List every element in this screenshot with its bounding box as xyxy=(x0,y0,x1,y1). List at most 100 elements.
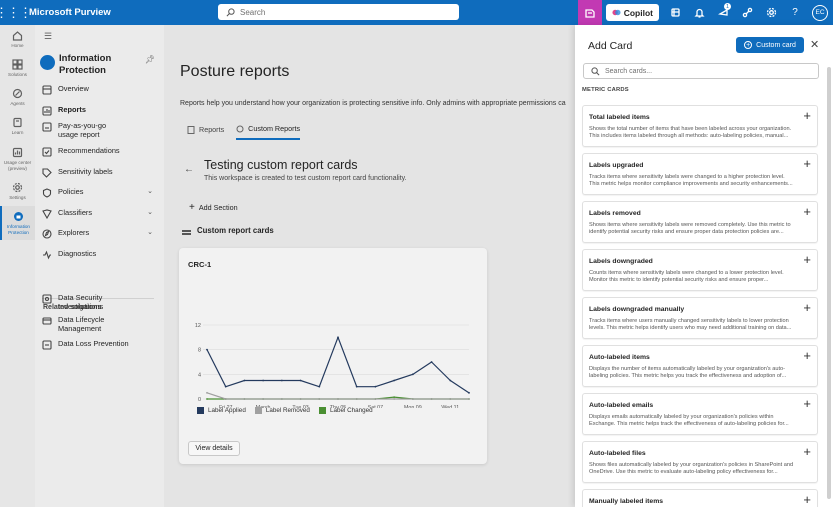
add-card-plus-icon[interactable]: + xyxy=(803,444,811,459)
metric-card[interactable]: Labels removed Shows items where sensitiv… xyxy=(582,201,818,243)
nav-diagnostics[interactable]: Diagnostics xyxy=(42,249,157,260)
close-icon[interactable]: ✕ xyxy=(810,39,820,51)
rail-usage-center[interactable]: Usage center (preview) xyxy=(0,141,35,177)
nav-label: Explorers xyxy=(58,228,90,237)
pin-icon[interactable]: 📌︎ xyxy=(144,55,155,64)
legend-label-removed[interactable]: Label Removed xyxy=(254,407,310,414)
nav-classifiers[interactable]: Classifiers ⌄ xyxy=(42,208,157,219)
x-tick-label: Thu 05 xyxy=(330,405,347,408)
metric-card-description: Displays the number of items automatical… xyxy=(589,366,787,380)
add-card-plus-icon[interactable]: + xyxy=(803,156,811,171)
settings-button[interactable] xyxy=(759,0,783,25)
help-button[interactable]: ? xyxy=(783,0,807,25)
lifecycle-icon xyxy=(42,317,52,325)
collapse-nav-icon[interactable]: ☰ xyxy=(44,31,53,41)
y-tick-label: 0 xyxy=(198,397,201,403)
search-icon xyxy=(226,7,235,16)
avatar[interactable]: EC xyxy=(812,4,828,21)
legend-label-changed[interactable]: Label Changed xyxy=(318,407,373,414)
back-arrow-icon[interactable]: ← xyxy=(184,164,194,175)
metric-card[interactable]: Labels downgraded Counts items where sens… xyxy=(582,249,818,291)
home-icon xyxy=(12,31,23,42)
top-bar-actions: Copilot 1 ? EC xyxy=(577,0,833,25)
left-rail: Home Solutions Agents Learn Usage center… xyxy=(0,25,35,507)
notification-badge: 1 xyxy=(724,3,731,10)
rail-information-protection[interactable]: Information Protection xyxy=(0,206,35,240)
global-search-input[interactable]: Search xyxy=(218,4,459,20)
scrollbar[interactable] xyxy=(827,67,831,499)
custom-card-button[interactable]: + Custom card xyxy=(736,37,804,53)
add-card-plus-icon[interactable]: + xyxy=(803,204,811,219)
metric-card-title: Labels downgraded xyxy=(589,258,653,265)
tab-custom-reports[interactable]: Custom Reports xyxy=(236,124,301,140)
apps-button[interactable] xyxy=(663,0,687,25)
metric-card-title: Auto-labeled emails xyxy=(589,402,654,409)
overview-icon xyxy=(42,85,52,95)
metric-card[interactable]: Labels upgraded Tracks items where sensit… xyxy=(582,153,818,195)
notifications-button[interactable] xyxy=(687,0,711,25)
x-tick-label: Tue 03 xyxy=(292,405,308,408)
copilot-toggle-button[interactable] xyxy=(577,0,602,25)
nav-policies[interactable]: Policies ⌄ xyxy=(42,187,157,198)
data-point xyxy=(206,348,208,351)
metric-card[interactable]: Total labeled items Shows the total numbe… xyxy=(582,105,818,147)
chevron-down-icon[interactable]: ⌄ xyxy=(147,229,153,236)
copilot-label: Copilot xyxy=(623,7,653,18)
nav-label: Sensitivity labels xyxy=(58,167,113,176)
card-title: CRC-1 xyxy=(188,260,212,269)
nav-payg-report[interactable]: Pay-as-you-go usage report xyxy=(42,121,157,140)
rail-home[interactable]: Home xyxy=(0,25,35,54)
add-circle-icon: + xyxy=(744,41,753,49)
chevron-down-icon[interactable]: ⌄ xyxy=(147,188,153,195)
payg-icon xyxy=(42,122,52,132)
card-search-input[interactable]: Search cards... xyxy=(583,63,819,79)
legend-label: Label Changed xyxy=(329,407,373,414)
series-line xyxy=(206,392,469,400)
nav-sensitivity-labels[interactable]: Sensitivity labels xyxy=(42,167,157,178)
add-section-button[interactable]: + Add Section xyxy=(189,202,238,213)
app-launcher-icon[interactable]: ⋮⋮⋮ xyxy=(0,4,32,20)
app-name[interactable]: Microsoft Purview xyxy=(29,7,111,18)
search-icon xyxy=(591,66,600,75)
metric-card[interactable]: Auto-labeled items Displays the number of… xyxy=(582,345,818,387)
add-card-plus-icon[interactable]: + xyxy=(803,252,811,267)
metric-card[interactable]: Labels downgraded manually Tracks items w… xyxy=(582,297,818,339)
connections-button[interactable] xyxy=(735,0,759,25)
copilot-button[interactable]: Copilot xyxy=(605,4,659,21)
report-card[interactable]: CRC-1 0 4 8 12 Fri 27 March Tue 03 Thu 05 Sat 07… xyxy=(179,248,487,464)
rail-label: Solutions xyxy=(8,72,27,78)
add-card-plus-icon[interactable]: + xyxy=(803,108,811,123)
metric-card-description: Counts items where sensitivity labels we… xyxy=(589,270,784,284)
rail-agents[interactable]: Agents xyxy=(0,83,35,112)
agents-icon xyxy=(12,89,23,99)
metric-card[interactable]: Auto-labeled emails Displays emails autom… xyxy=(582,393,818,435)
nav-explorers[interactable]: Explorers ⌄ xyxy=(42,228,157,239)
rail-learn[interactable]: Learn xyxy=(0,112,35,141)
section-header[interactable]: Custom report cards xyxy=(182,226,274,235)
data-point xyxy=(262,398,265,400)
add-card-plus-icon[interactable]: + xyxy=(803,396,811,411)
metric-card[interactable]: Auto-labeled files Shows files automatica… xyxy=(582,441,818,483)
view-details-button[interactable]: View details xyxy=(188,441,240,456)
legend-swatch xyxy=(254,407,262,414)
nav-data-loss-prevention[interactable]: Data Loss Prevention xyxy=(42,339,157,350)
main-content: Posture reports Reports help you underst… xyxy=(164,25,575,507)
add-card-plus-icon[interactable]: + xyxy=(803,348,811,363)
nav-data-security-investigations[interactable]: Data Security Investigations xyxy=(42,293,157,312)
add-card-plus-icon[interactable]: + xyxy=(803,300,811,315)
add-card-plus-icon[interactable]: + xyxy=(803,492,811,507)
chevron-down-icon[interactable]: ⌄ xyxy=(147,209,153,216)
rail-settings[interactable]: Settings xyxy=(0,177,35,206)
tab-reports[interactable]: Reports xyxy=(187,124,224,140)
nav-data-lifecycle-management[interactable]: Data Lifecycle Management xyxy=(42,315,157,334)
y-tick-label: 4 xyxy=(198,372,201,378)
nav-overview[interactable]: Overview xyxy=(42,84,157,95)
metric-card-title: Manually labeled items xyxy=(589,498,664,505)
nav-reports[interactable]: Reports xyxy=(42,105,157,116)
legend-label-applied[interactable]: Label Applied xyxy=(197,407,246,414)
metric-card[interactable]: Manually labeled items + xyxy=(582,489,818,507)
alerts-button[interactable]: 1 xyxy=(711,0,735,25)
rail-solutions[interactable]: Solutions xyxy=(0,54,35,83)
rail-label: Information Protection xyxy=(7,224,30,235)
nav-recommendations[interactable]: Recommendations xyxy=(42,146,157,157)
